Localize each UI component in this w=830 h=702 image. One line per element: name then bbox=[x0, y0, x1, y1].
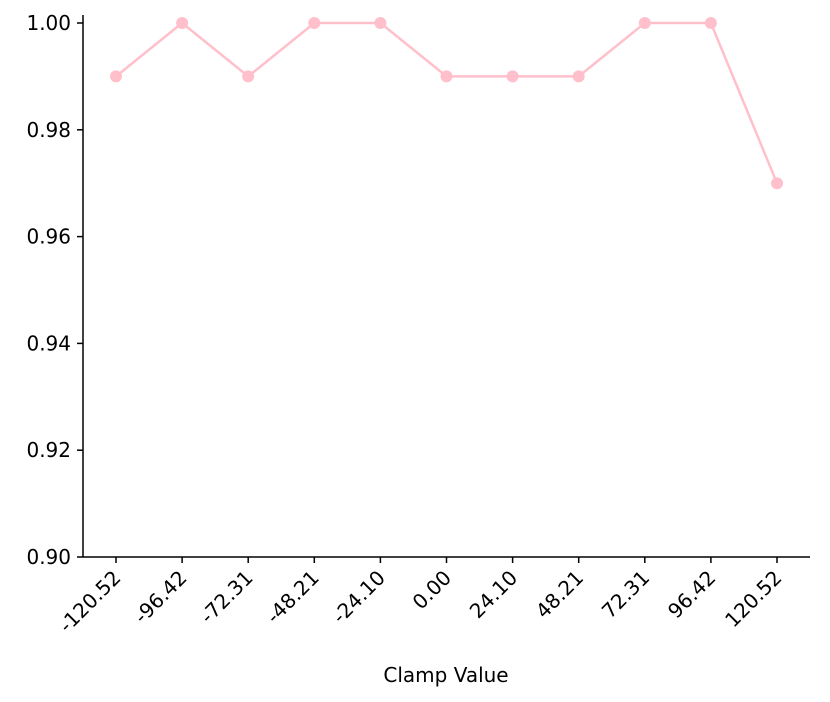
y-tick-label: 0.94 bbox=[26, 331, 71, 355]
x-tick-label: 48.21 bbox=[531, 566, 588, 623]
point bbox=[440, 70, 453, 83]
y-tick-label: 0.98 bbox=[26, 118, 71, 142]
point bbox=[506, 70, 519, 83]
x-tick-label: -24.10 bbox=[327, 566, 390, 629]
x-tick-label: 96.42 bbox=[663, 566, 720, 623]
point bbox=[242, 70, 255, 83]
point bbox=[638, 17, 651, 30]
x-tick-label: -120.52 bbox=[54, 566, 126, 638]
x-tick-label: 24.10 bbox=[465, 566, 522, 623]
x-tick-label: 0.00 bbox=[408, 566, 456, 614]
point bbox=[308, 17, 321, 30]
point bbox=[374, 17, 387, 30]
x-tick-label: 120.52 bbox=[720, 566, 786, 632]
x-tick-label: 72.31 bbox=[597, 566, 654, 623]
point bbox=[771, 177, 783, 190]
line bbox=[115, 21, 779, 184]
x-tick-label: -72.31 bbox=[195, 566, 258, 629]
point bbox=[572, 70, 585, 83]
x-axis-label: Clamp Value bbox=[383, 663, 508, 687]
point bbox=[704, 17, 717, 30]
point bbox=[176, 17, 189, 30]
x-tick-label: -48.21 bbox=[261, 566, 324, 629]
y-tick-label: 1.00 bbox=[26, 11, 71, 35]
y-tick-label: 0.92 bbox=[26, 438, 71, 462]
point bbox=[110, 70, 122, 83]
x-tick-label: -96.42 bbox=[129, 566, 192, 629]
y-tick-label: 0.96 bbox=[26, 225, 71, 249]
y-tick-label: 0.90 bbox=[26, 545, 71, 569]
